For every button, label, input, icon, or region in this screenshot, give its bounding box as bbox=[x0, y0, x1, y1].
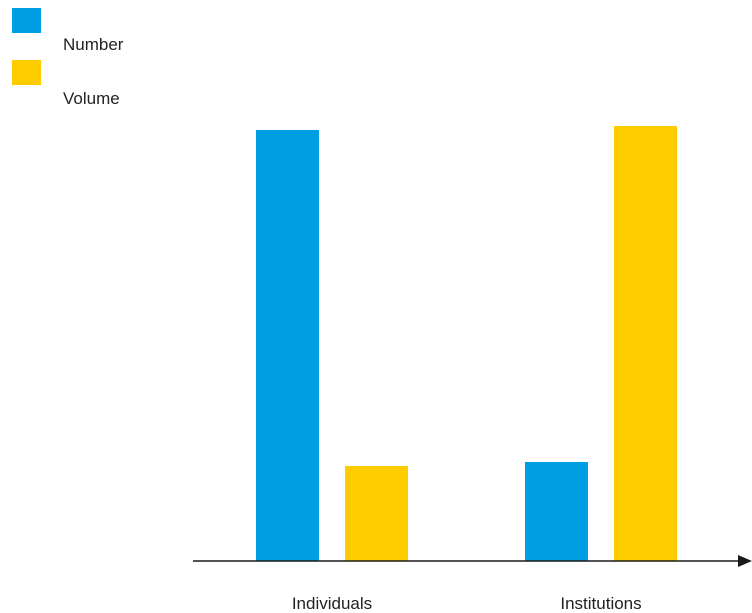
legend-swatch-number bbox=[12, 8, 41, 33]
x-axis: Individuals Institutions bbox=[193, 555, 752, 613]
bars-group bbox=[256, 125, 677, 561]
legend: Number Volume bbox=[12, 8, 124, 108]
tick-label-individuals: Individuals bbox=[292, 594, 372, 613]
bar-institutions-number bbox=[525, 461, 588, 561]
legend-label-volume: Volume bbox=[63, 89, 120, 108]
tick-label-institutions: Institutions bbox=[560, 594, 641, 613]
bar-individuals-volume bbox=[345, 466, 408, 561]
x-axis-arrowhead bbox=[738, 555, 752, 567]
bar-institutions-volume bbox=[614, 125, 677, 561]
bar-individuals-number bbox=[256, 130, 319, 561]
legend-swatch-volume bbox=[12, 60, 41, 85]
legend-label-number: Number bbox=[63, 35, 124, 54]
